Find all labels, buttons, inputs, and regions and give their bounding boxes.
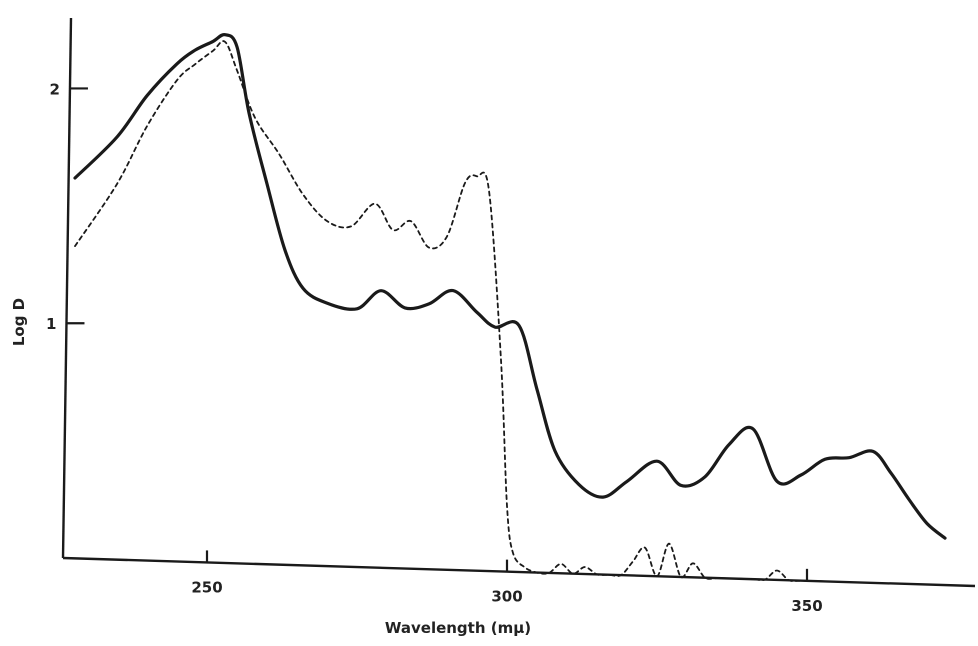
y-tick-label: 1: [46, 315, 56, 333]
y-axis: [61, 17, 73, 559]
x-tick-label: 300: [491, 588, 522, 606]
dashed-series-line: [74, 40, 826, 583]
x-tick-label: 350: [791, 597, 822, 615]
x-axis-label: Wavelength (mμ): [385, 619, 531, 637]
y-ticks: 12: [46, 80, 88, 333]
x-tick-label: 250: [191, 578, 222, 596]
solid-series-line: [73, 33, 947, 540]
x-ticks: 250 300 350: [191, 550, 823, 615]
y-tick-label: 2: [50, 80, 60, 98]
y-axis-label: Log D: [10, 298, 28, 346]
series-group: [73, 33, 947, 583]
